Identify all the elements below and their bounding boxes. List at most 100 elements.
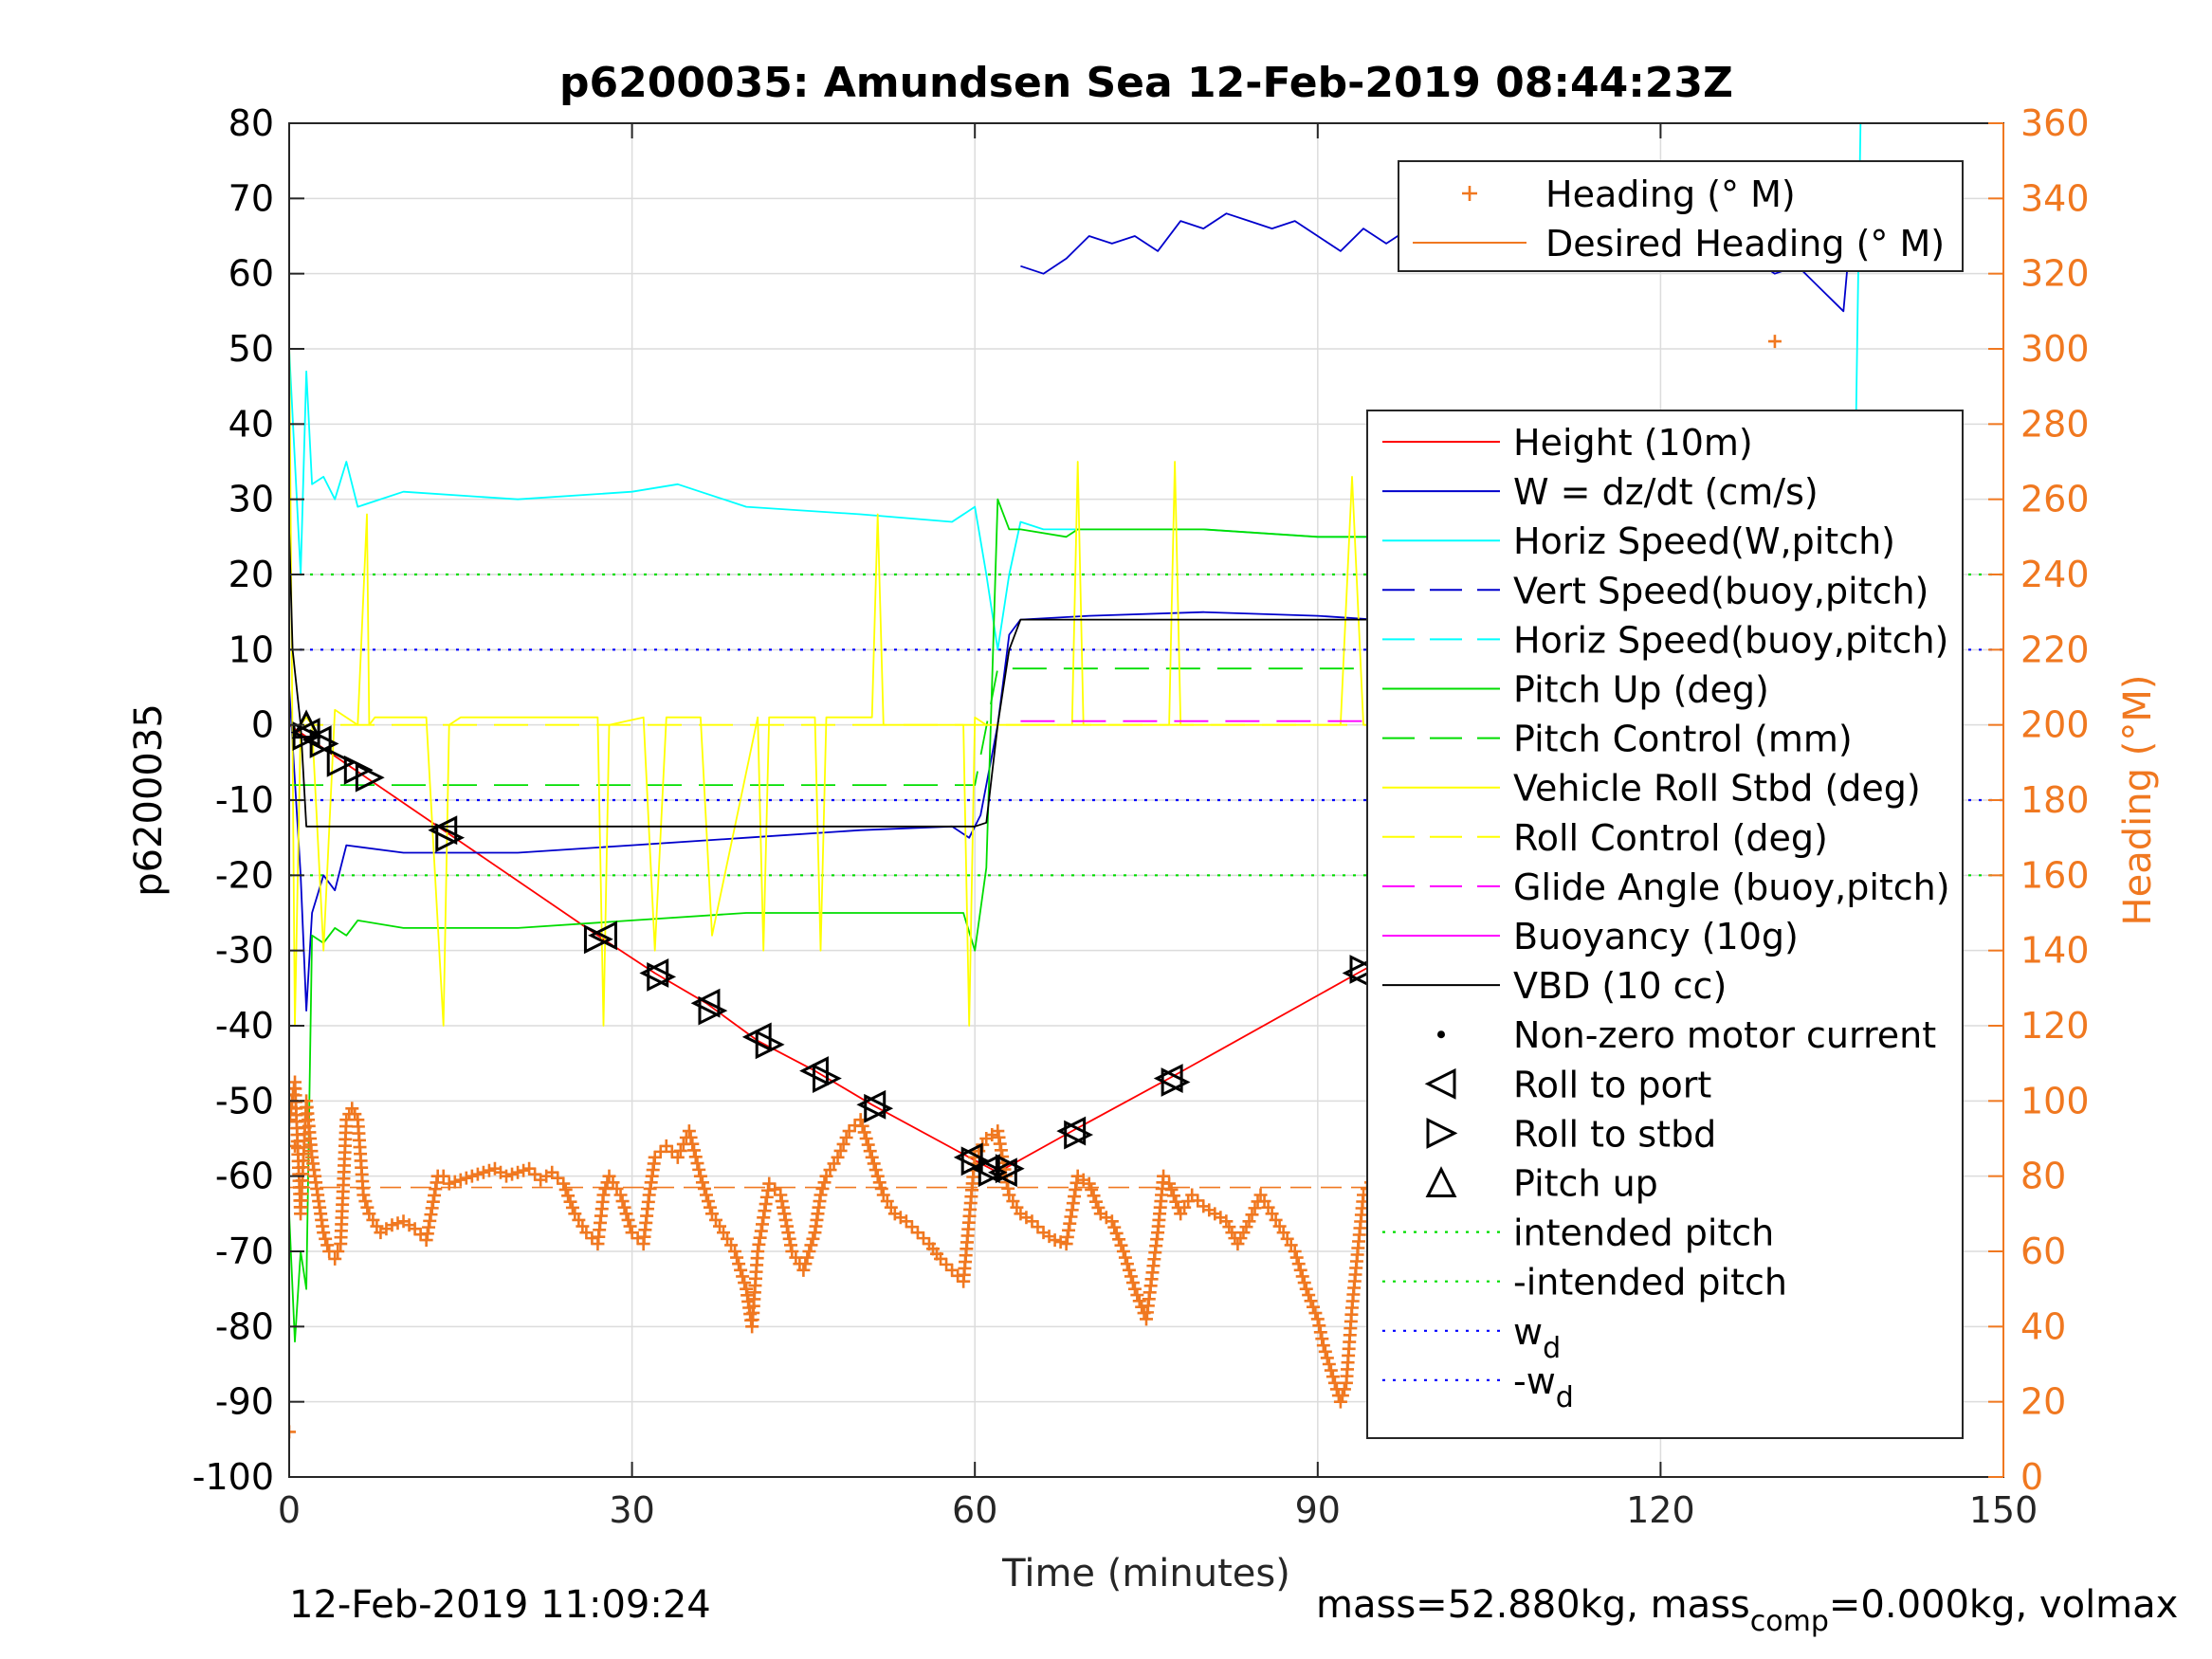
heading-point [517, 1163, 531, 1177]
heading-point [448, 1175, 462, 1189]
heading-point [778, 1212, 793, 1227]
heading-point [688, 1150, 703, 1164]
heading-point [1291, 1257, 1306, 1271]
roll-to-stbd-marker [583, 924, 613, 955]
heading-point [836, 1137, 850, 1151]
heading-point [1315, 1332, 1329, 1346]
main-legend-label: W = dz/dt (cm/s) [1513, 471, 1819, 513]
heading-point [1324, 1363, 1338, 1377]
heading-point [736, 1269, 750, 1284]
heading-point [1316, 1339, 1330, 1353]
main-legend-label: Pitch up [1513, 1163, 1658, 1205]
heading-point [317, 1226, 331, 1240]
x-tick-label: 30 [609, 1489, 654, 1531]
heading-point [682, 1124, 696, 1139]
heading-point [1105, 1214, 1119, 1229]
main-legend-label: Pitch Up (deg) [1513, 669, 1769, 711]
main-legend-label: Horiz Speed(W,pitch) [1513, 520, 1895, 562]
heading-point [1120, 1257, 1134, 1271]
heading-point [331, 1245, 345, 1258]
heading-point [692, 1162, 706, 1176]
main-legend: Height (10m) W = dz/dt (cm/s) Horiz Speed(… [1366, 410, 1964, 1439]
y-right-tick-label: 60 [2020, 1231, 2066, 1272]
heading-point [863, 1144, 877, 1158]
heading-point [687, 1143, 702, 1158]
y-tick-label: -60 [215, 1156, 274, 1197]
axes: 0 30 60 90 120 150-100-90-80-70-60-50-40-30-2… [192, 102, 2090, 1531]
heading-point [1322, 1358, 1336, 1371]
heading-point [855, 1119, 869, 1133]
heading-point [1157, 1169, 1171, 1183]
y-tick-label: 30 [229, 479, 274, 520]
y-tick-label: -70 [215, 1231, 274, 1272]
main-legend-label: -intended pitch [1513, 1262, 1787, 1304]
heading-point [732, 1257, 746, 1271]
heading-point [701, 1194, 715, 1209]
heading-point [728, 1245, 742, 1258]
heading-point [391, 1216, 405, 1231]
heading-point [1087, 1189, 1101, 1203]
heading-point [779, 1219, 794, 1233]
heading-point [1162, 1176, 1177, 1191]
y-right-tick-label: 220 [2020, 629, 2090, 670]
y-right-tick-label: 20 [2020, 1381, 2066, 1423]
heading-point [621, 1212, 635, 1227]
heading-point [1327, 1376, 1342, 1390]
main-legend-label: Height (10m) [1513, 422, 1753, 464]
chart-title: p6200035: Amundsen Sea 12-Feb-2019 08:44… [559, 59, 1733, 107]
heading-point [442, 1176, 456, 1191]
heading-point [1304, 1294, 1318, 1308]
roll-to-stbd-marker [309, 729, 339, 758]
heading-point [874, 1181, 888, 1195]
legend-symbol [1425, 1166, 1457, 1197]
heading-point [328, 1251, 342, 1266]
mass-text: mass=52.880kg, mass [1316, 1583, 1750, 1627]
y-right-tick-label: 40 [2020, 1305, 2066, 1347]
heading-outlier-point [289, 1139, 302, 1153]
y-right-tick-label: 160 [2020, 854, 2090, 896]
heading-point [1335, 1389, 1349, 1403]
heading-point [617, 1200, 631, 1214]
heading-point [776, 1200, 790, 1214]
heading-legend-label: Heading (° M) [1545, 173, 1796, 215]
heading-point [730, 1250, 744, 1265]
legend-subscript: d [1543, 1332, 1561, 1365]
y-tick-label: 0 [251, 704, 274, 746]
heading-point [565, 1200, 579, 1214]
heading-point [1124, 1269, 1138, 1284]
roll-to-stbd-marker [1161, 1067, 1191, 1097]
heading-point [482, 1163, 496, 1177]
heading-point [1308, 1306, 1323, 1321]
heading-point [1130, 1288, 1144, 1303]
heading-point [1082, 1176, 1096, 1191]
heading-point [1297, 1276, 1311, 1290]
heading-point [699, 1188, 713, 1202]
heading-point [1091, 1200, 1106, 1214]
y-tick-label: -90 [215, 1381, 274, 1423]
heading-point [1333, 1395, 1347, 1409]
heading-point [784, 1238, 798, 1252]
heading-point [1242, 1214, 1256, 1229]
roll-to-stbd-marker [864, 1093, 894, 1123]
x-axis-label: Time (minutes) [1001, 1552, 1290, 1595]
heading-point [1118, 1250, 1132, 1265]
main-legend-label: Roll to stbd [1513, 1113, 1716, 1155]
heading-point [867, 1157, 881, 1171]
heading-point [476, 1165, 490, 1179]
main-legend-label: Roll Control (deg) [1513, 817, 1828, 859]
heading-point [615, 1194, 630, 1209]
heading-point [1109, 1226, 1124, 1240]
y-right-tick-label: 0 [2020, 1456, 2043, 1498]
heading-point [861, 1138, 875, 1152]
heading-point [697, 1181, 711, 1195]
main-legend-label: Vert Speed(buoy,pitch) [1513, 570, 1929, 611]
heading-point [360, 1200, 375, 1214]
y-right-tick-label: 260 [2020, 479, 2090, 520]
heading-point [1299, 1282, 1313, 1296]
roll-to-stbd-marker [435, 823, 466, 853]
heading-point [453, 1173, 467, 1187]
y-tick-label: -50 [215, 1080, 274, 1121]
heading-point [806, 1231, 820, 1246]
heading-outlier-point [289, 1425, 296, 1439]
